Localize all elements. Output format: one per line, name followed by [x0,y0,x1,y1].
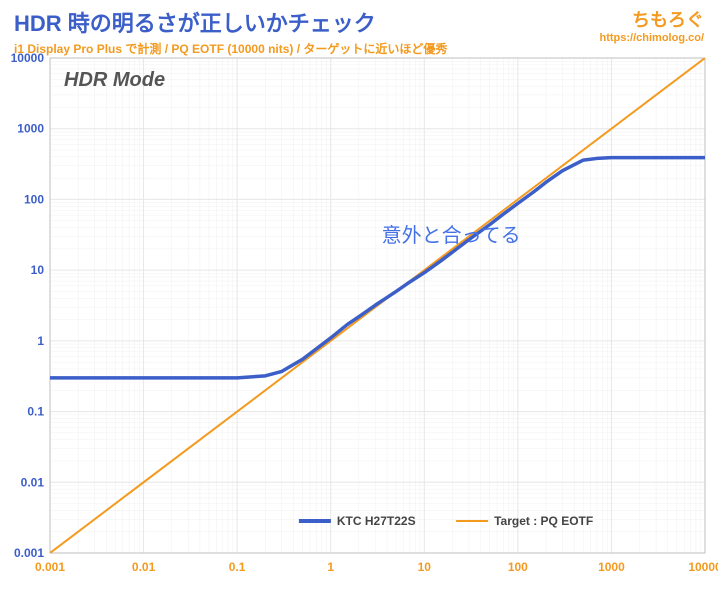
y-tick-label: 100 [24,192,44,206]
brand-name: ちもろぐ [600,6,705,32]
legend-label: KTC H27T22S [337,514,416,528]
chart-plot: 0.001 0.01 0.1 1 10 100 1000 10000 0.001 0.01 0.1 1… [0,48,718,600]
y-tick-label: 0.001 [14,546,44,560]
x-tick-label: 0.001 [35,560,65,574]
y-tick-label: 1 [37,334,44,348]
x-tick-label: 100 [508,560,528,574]
y-tick-label: 0.01 [21,475,45,489]
y-tick-label: 0.1 [27,405,44,419]
mode-label: HDR Mode [64,69,165,91]
brand-url: https://chimolog.co/ [600,32,705,44]
x-tick-label: 10000 [688,560,718,574]
legend-label: Target : PQ EOTF [494,514,593,528]
x-tick-label: 1 [327,560,334,574]
y-tick-label: 10 [31,263,45,277]
y-tick-label: 10000 [11,51,45,65]
x-tick-label: 1000 [598,560,625,574]
brand-block: ちもろぐ https://chimolog.co/ [600,6,705,44]
chart-annotation: 意外と合ってる [382,224,521,247]
x-tick-label: 10 [418,560,432,574]
x-tick-label: 0.01 [132,560,156,574]
x-tick-label: 0.1 [229,560,246,574]
y-tick-label: 1000 [17,122,44,136]
